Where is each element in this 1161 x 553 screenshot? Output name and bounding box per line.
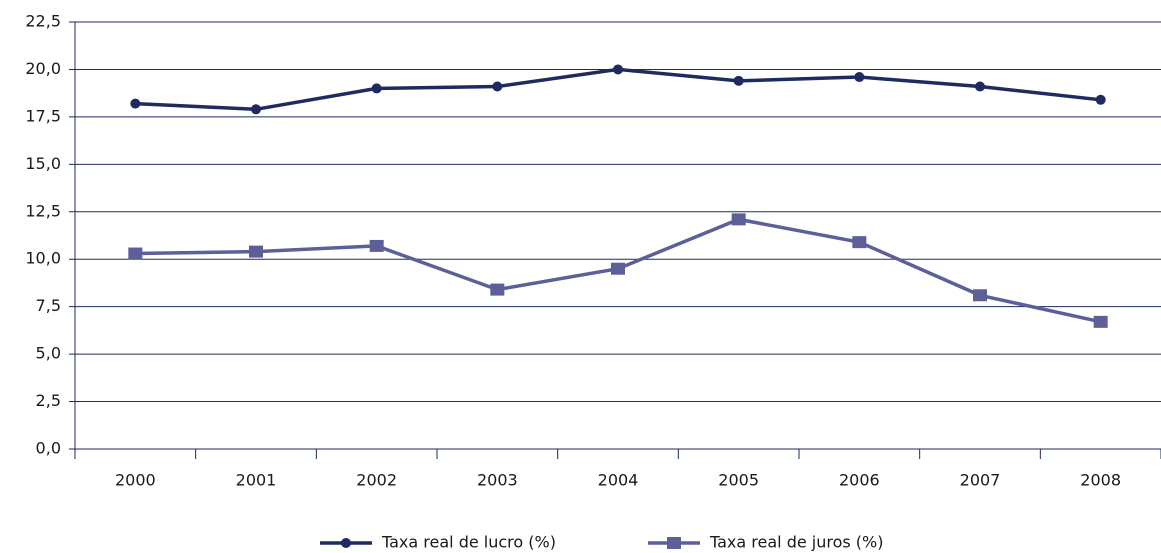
marker [1093, 315, 1108, 328]
x-tick-label: 2007 [960, 471, 1001, 490]
legend-label: Taxa real de juros (%) [709, 533, 884, 552]
marker [975, 81, 985, 92]
y-tick-label: 22,5 [25, 12, 61, 31]
marker [733, 75, 744, 86]
marker [128, 247, 143, 260]
y-tick-label: 12,5 [25, 201, 61, 220]
marker [492, 81, 503, 92]
marker [369, 239, 384, 252]
x-tick-label: 2000 [115, 471, 156, 490]
marker [249, 245, 263, 258]
y-tick-label: 10,0 [25, 249, 61, 268]
x-tick-label: 2003 [477, 471, 518, 490]
marker [611, 262, 625, 275]
y-tick-label: 0,0 [36, 439, 61, 458]
marker [613, 64, 623, 75]
x-tick-label: 2002 [356, 471, 397, 490]
marker [667, 537, 681, 549]
y-tick-label: 7,5 [36, 296, 61, 315]
x-tick-label: 2004 [598, 471, 639, 490]
marker [130, 98, 141, 109]
y-tick-label: 15,0 [25, 154, 61, 173]
marker [490, 283, 505, 296]
x-tick-label: 2001 [236, 471, 277, 490]
marker [731, 213, 746, 226]
x-tick-label: 2005 [718, 471, 759, 490]
marker [371, 83, 382, 94]
marker [973, 289, 987, 302]
marker [341, 538, 351, 548]
y-tick-label: 20,0 [25, 59, 61, 78]
marker [1095, 94, 1106, 105]
y-tick-label: 2,5 [36, 391, 61, 410]
marker [251, 104, 261, 115]
x-tick-label: 2008 [1080, 471, 1121, 490]
marker [852, 236, 867, 249]
y-tick-label: 17,5 [25, 106, 61, 125]
y-tick-label: 5,0 [36, 344, 61, 363]
legend-label: Taxa real de lucro (%) [381, 533, 556, 552]
x-tick-label: 2006 [839, 471, 880, 490]
series-line [135, 67, 1101, 112]
marker [854, 72, 865, 83]
